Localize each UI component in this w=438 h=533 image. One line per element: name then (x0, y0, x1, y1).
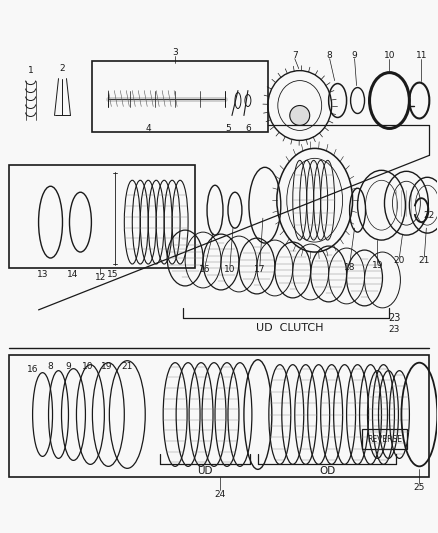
Text: 2: 2 (60, 64, 65, 73)
Text: 21: 21 (122, 362, 133, 371)
Bar (9, 165, 195, 268)
Text: 25: 25 (413, 483, 425, 492)
Text: REVERSE: REVERSE (367, 435, 402, 444)
Text: 10: 10 (81, 362, 93, 371)
Text: UD: UD (197, 466, 213, 477)
Ellipse shape (290, 106, 310, 125)
Bar (9, 355, 429, 478)
Text: 10: 10 (384, 51, 395, 60)
Text: 10: 10 (224, 265, 236, 274)
Text: UD  CLUTCH: UD CLUTCH (256, 323, 324, 333)
Text: 15: 15 (106, 270, 118, 279)
Text: 22: 22 (424, 211, 435, 220)
Text: 23: 23 (388, 313, 401, 323)
Bar (92, 61, 268, 132)
Text: 3: 3 (172, 48, 178, 57)
Text: 6: 6 (245, 124, 251, 133)
Text: 7: 7 (292, 51, 298, 60)
Text: 23: 23 (389, 325, 400, 334)
Text: 16: 16 (27, 365, 39, 374)
Text: 18: 18 (344, 263, 355, 272)
Text: 1: 1 (28, 66, 33, 75)
Text: 14: 14 (67, 270, 78, 279)
Text: 19: 19 (372, 261, 383, 270)
Bar (361, 430, 407, 449)
Text: 4: 4 (145, 124, 151, 133)
Text: 17: 17 (254, 265, 265, 274)
Text: 20: 20 (394, 255, 405, 264)
Text: 9: 9 (352, 51, 357, 60)
Text: 8: 8 (327, 51, 332, 60)
Text: 13: 13 (37, 270, 48, 279)
Text: OD: OD (320, 466, 336, 477)
Text: 24: 24 (214, 490, 226, 499)
Text: 11: 11 (416, 51, 427, 60)
Text: 9: 9 (66, 362, 71, 371)
Text: 21: 21 (419, 255, 430, 264)
Text: 5: 5 (225, 124, 231, 133)
Text: 16: 16 (199, 265, 211, 274)
Text: 8: 8 (48, 362, 53, 371)
Text: 19: 19 (101, 362, 112, 371)
Text: 12: 12 (95, 273, 106, 282)
